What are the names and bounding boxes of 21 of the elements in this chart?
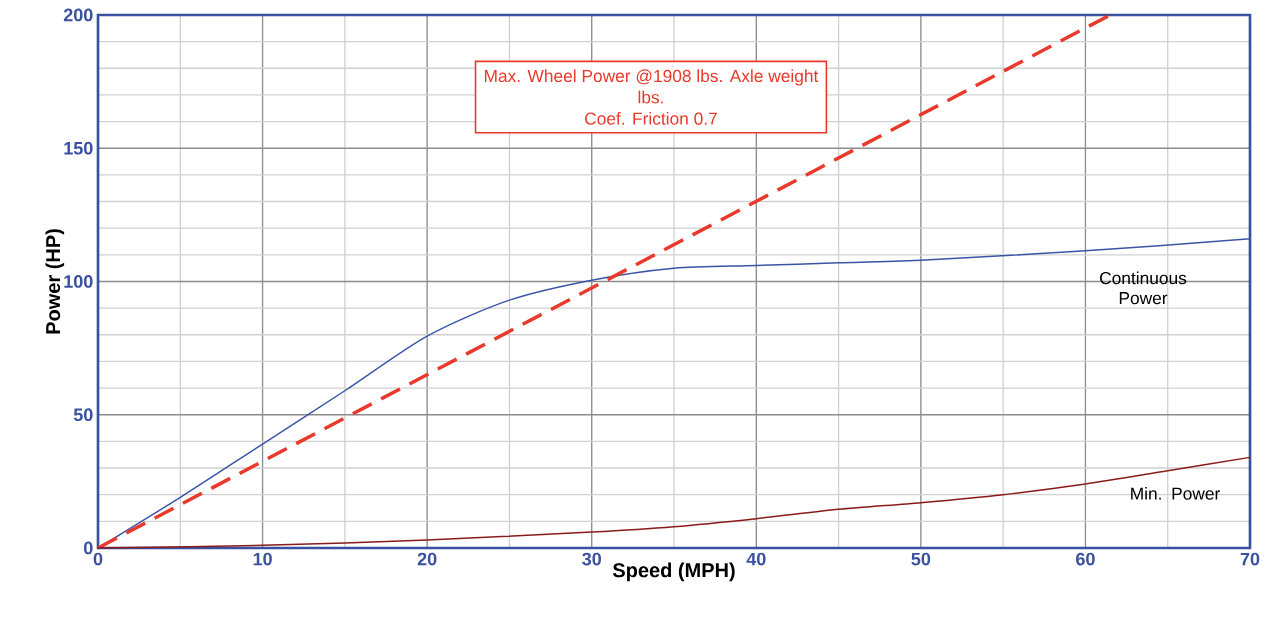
y-tick-label: 150: [64, 141, 93, 155]
x-tick-label: 70: [1240, 552, 1260, 566]
x-tick-label: 10: [253, 552, 272, 566]
y-tick-label: 0: [84, 541, 93, 555]
y-tick-label: 100: [64, 275, 93, 288]
y-tick-label: 50: [73, 408, 93, 422]
x-tick-label: 0: [93, 552, 103, 566]
annotation: Coef. Friction 0.7: [585, 112, 717, 125]
x-tick-label: 20: [417, 552, 437, 566]
x-tick-label: 30: [582, 552, 601, 566]
annotation: lbs.: [638, 90, 663, 104]
series-label: Continuous Power: [1100, 271, 1187, 305]
x-tick-label: 40: [746, 552, 766, 566]
y-axis-title: Power (HP): [45, 229, 65, 334]
x-tick-label: 50: [911, 552, 931, 566]
annotation: Max. Wheel Power @1908 lbs. Axle weight: [484, 69, 819, 86]
y-tick-label: 200: [63, 8, 93, 22]
series-label: Min. Power: [1131, 487, 1220, 500]
line-series: [97, 456, 1251, 549]
x-axis-title: Speed (MPH): [612, 562, 735, 582]
x-tick-label: 60: [1076, 552, 1095, 566]
